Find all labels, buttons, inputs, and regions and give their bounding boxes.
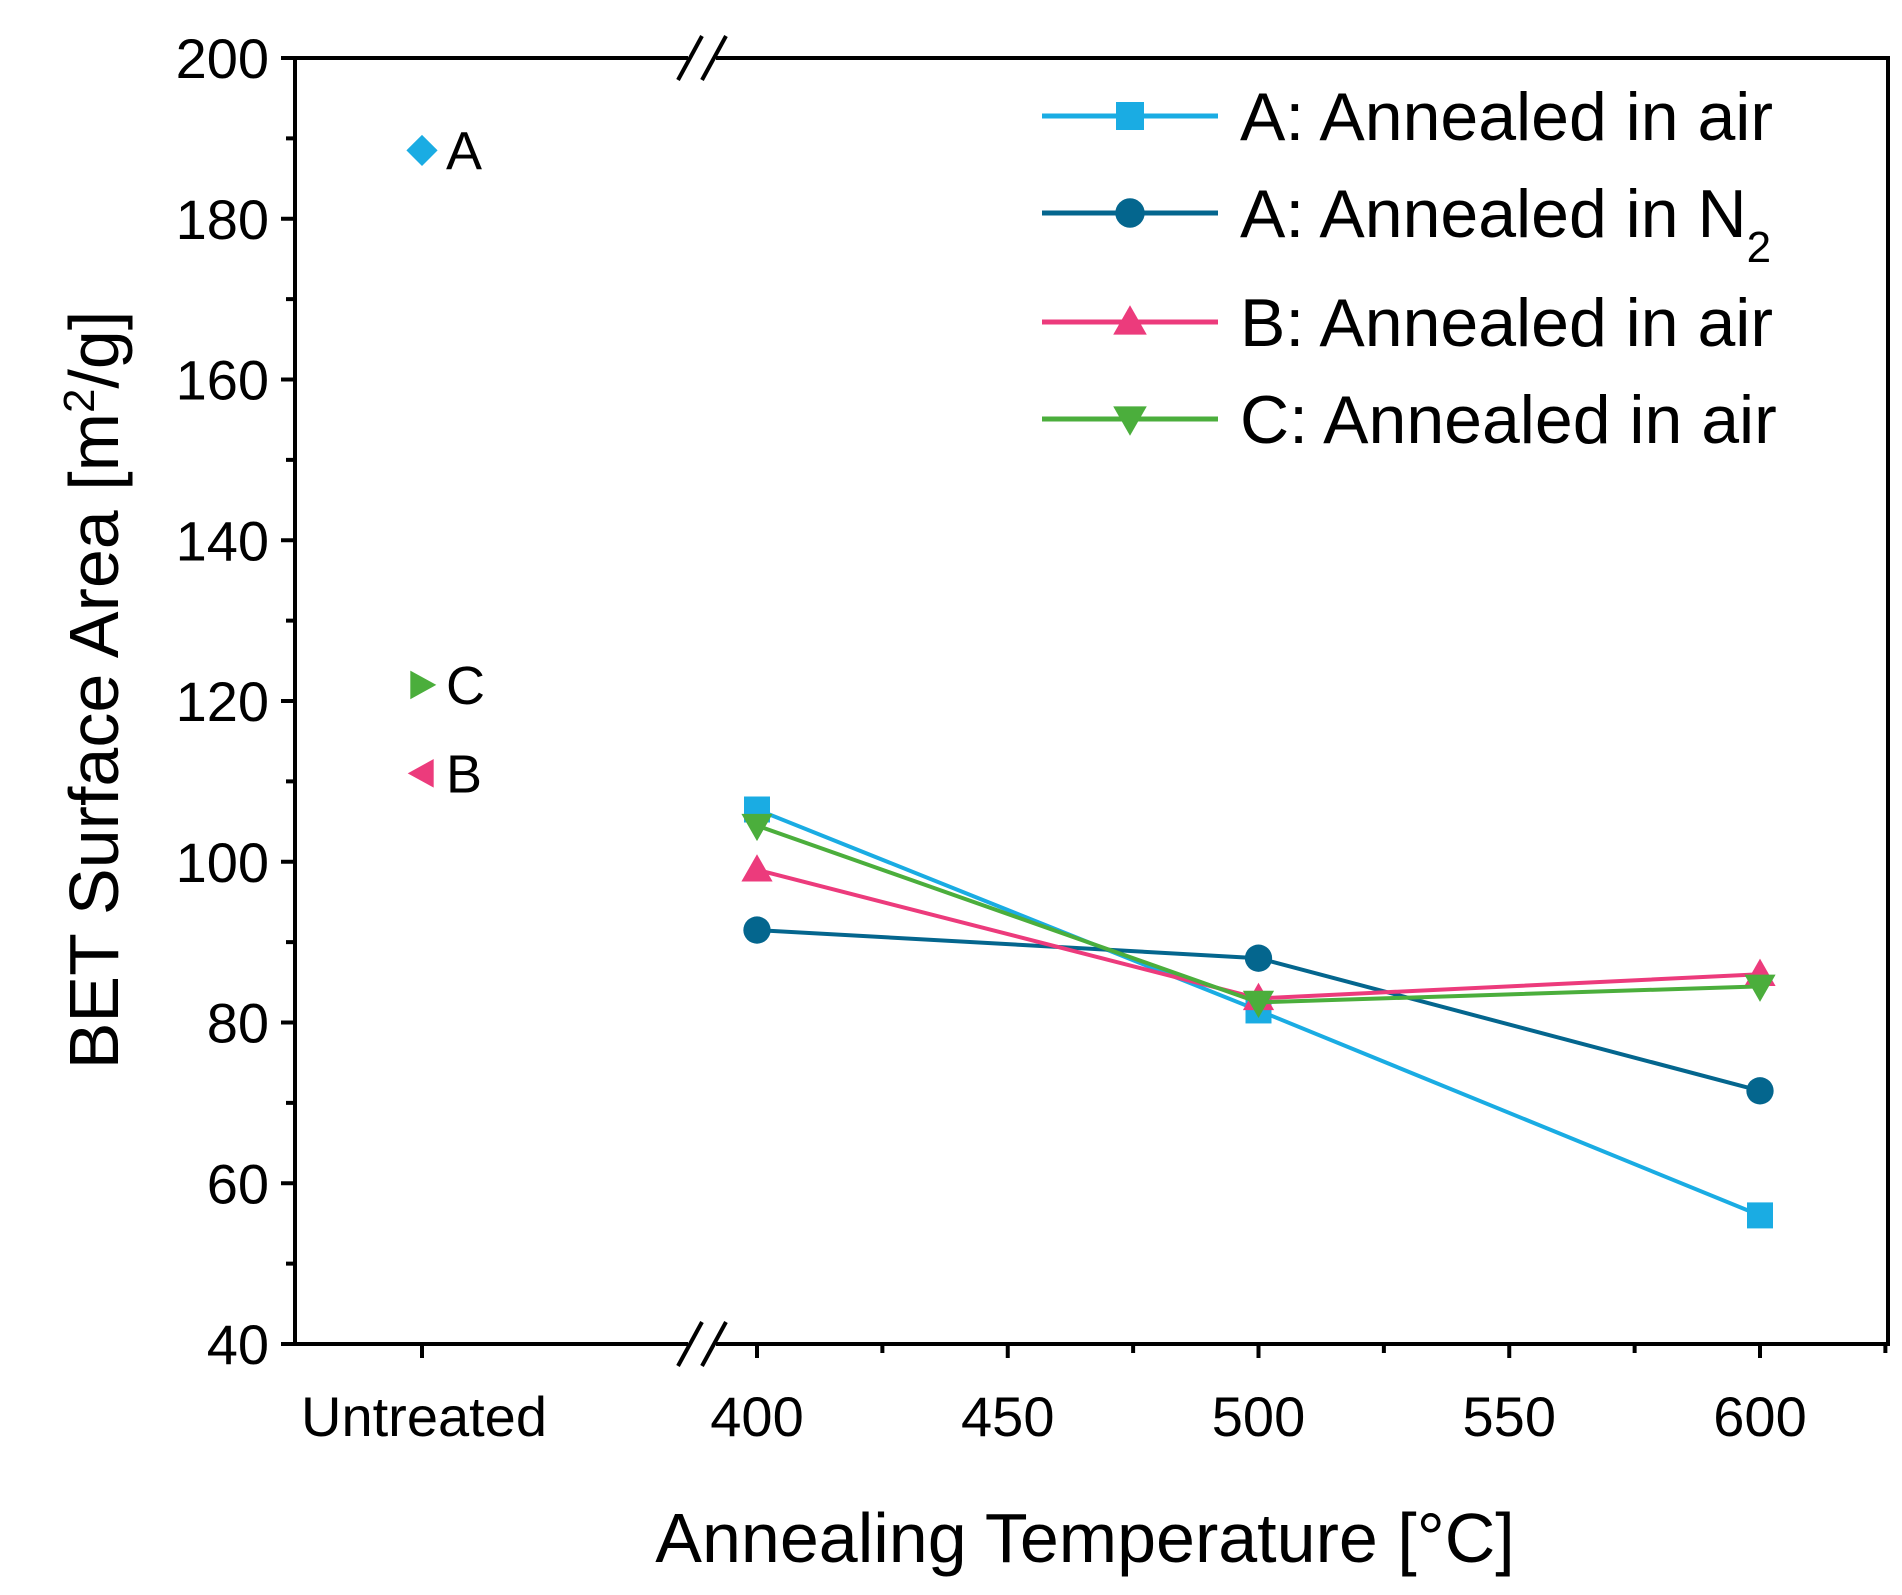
legend-marker [1116, 102, 1144, 130]
data-point-marker [1746, 1077, 1774, 1105]
untreated-point-marker [407, 759, 434, 788]
y-axis-title-superscript: 2 [55, 389, 104, 413]
y-tick-label: 80 [207, 992, 269, 1055]
y-axis-title-suffix: /g] [55, 311, 133, 389]
y-tick-label: 180 [176, 188, 269, 251]
y-tick-label: 40 [207, 1313, 269, 1376]
legend: A: Annealed in air A: Annealed in N2 B: An… [1042, 79, 1777, 458]
legend-item: C: Annealed in air [1042, 382, 1777, 458]
series-line [756, 823, 1761, 1005]
x-tick-label-untreated: Untreated [301, 1385, 547, 1448]
data-point-marker [1244, 944, 1273, 972]
legend-item: B: Annealed in air [1042, 285, 1773, 361]
x-tick-label: 500 [1212, 1385, 1305, 1448]
series-line [756, 867, 1761, 1001]
x-axis-title: Annealing Temperature [°C] [655, 1499, 1514, 1577]
y-axis-title-main: BET Surface Area [m [55, 413, 133, 1069]
series-2 [743, 916, 1774, 1105]
untreated-point-marker [406, 134, 438, 167]
series-3 [741, 854, 1776, 1011]
data-point-marker [1242, 990, 1275, 1019]
legend-label-main: A: Annealed in N [1240, 176, 1747, 252]
x-tick-label: 400 [710, 1385, 803, 1448]
top-axis-break-mark [700, 35, 728, 81]
legend-label: A: Annealed in N2 [1240, 176, 1771, 272]
legend-label: B: Annealed in air [1240, 285, 1773, 361]
x-tick-label: 600 [1713, 1385, 1806, 1448]
data-point-marker [743, 916, 771, 944]
untreated-points: A CB [406, 121, 485, 804]
untreated-point-marker [410, 670, 437, 700]
data-point-marker [1747, 1202, 1773, 1229]
legend-marker [1115, 198, 1145, 228]
y-tick-label: 140 [176, 509, 269, 572]
legend-label: A: Annealed in air [1240, 79, 1773, 155]
legend-item: A: Annealed in N2 [1042, 176, 1771, 272]
y-tick-label: 100 [176, 831, 269, 894]
legend-marker [1113, 305, 1147, 335]
series-lines [741, 796, 1776, 1229]
y-tick-label: 160 [176, 349, 269, 412]
y-tick-label: 120 [176, 670, 269, 733]
data-point-marker [741, 813, 773, 842]
series-4 [741, 813, 1776, 1019]
legend-item: A: Annealed in air [1042, 79, 1773, 155]
untreated-point-label: B [446, 744, 482, 804]
legend-label-main: B: Annealed in air [1240, 285, 1773, 361]
legend-label-main: A: Annealed in air [1240, 79, 1773, 155]
top-axis-break-mark [676, 35, 704, 81]
legend-label-subscript: 2 [1747, 223, 1771, 272]
y-tick-label: 60 [207, 1152, 269, 1215]
legend-label-main: C: Annealed in air [1240, 382, 1777, 458]
bottom-axis-break-mark [676, 1321, 704, 1367]
axes: 40 60 80 100 120 140 160 180 200 400 450 500 550 600 U… [176, 27, 1890, 1448]
data-point-marker [1744, 974, 1776, 1002]
legend-marker [1113, 406, 1147, 436]
legend-label: C: Annealed in air [1240, 382, 1777, 458]
untreated-point-label: C [446, 656, 485, 716]
x-tick-label: 450 [961, 1385, 1054, 1448]
axis-labels: Annealing Temperature [°C] BET Surface A… [55, 311, 1515, 1577]
x-tick-label: 550 [1463, 1385, 1556, 1448]
data-point-marker [741, 854, 773, 882]
bottom-axis-break-mark [700, 1321, 728, 1367]
y-axis-title: BET Surface Area [m2/g] [55, 311, 134, 1070]
y-tick-label: 200 [176, 27, 269, 90]
untreated-point-label: A [446, 121, 482, 181]
